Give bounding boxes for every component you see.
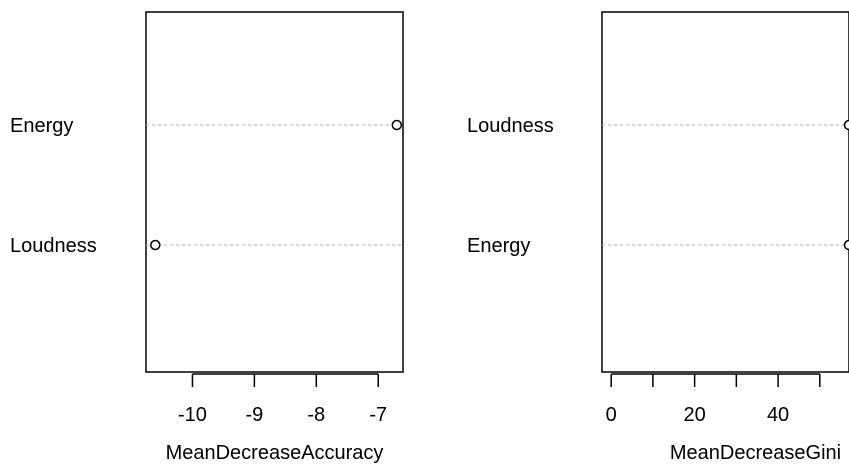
gini-category-label-loudness: Loudness (467, 115, 554, 137)
accuracy-category-label-energy: Energy (10, 115, 73, 137)
gini-plot-frame (601, 11, 849, 373)
gini-x-tick-label-20: 20 (684, 404, 706, 426)
accuracy-x-tick-label--8: -8 (307, 404, 325, 426)
accuracy-point-energy (391, 119, 403, 131)
gini-panel: Loudness Energy 0 20 40 MeanDecreaseGini (467, 11, 849, 464)
accuracy-category-label-loudness: Loudness (10, 235, 97, 257)
accuracy-x-tick-label--9: -9 (245, 404, 263, 426)
accuracy-point-loudness (150, 239, 161, 251)
gini-category-label-energy: Energy (467, 235, 530, 257)
accuracy-x-tick-label--10: -10 (178, 404, 207, 426)
accuracy-panel: Energy Loudness -10 -9 -8 -7 MeanDecreaseAccur… (10, 11, 404, 464)
accuracy-x-axis-title: MeanDecreaseAccuracy (166, 442, 384, 464)
gini-x-tick-label-40: 40 (767, 404, 789, 426)
accuracy-x-tick-label--7: -7 (369, 404, 387, 426)
gini-point-loudness (843, 119, 849, 131)
accuracy-plot-frame (145, 11, 404, 373)
gini-x-tick-label-0: 0 (606, 404, 617, 426)
gini-x-axis-title: MeanDecreaseGini (670, 442, 841, 464)
gini-point-energy (843, 239, 849, 251)
